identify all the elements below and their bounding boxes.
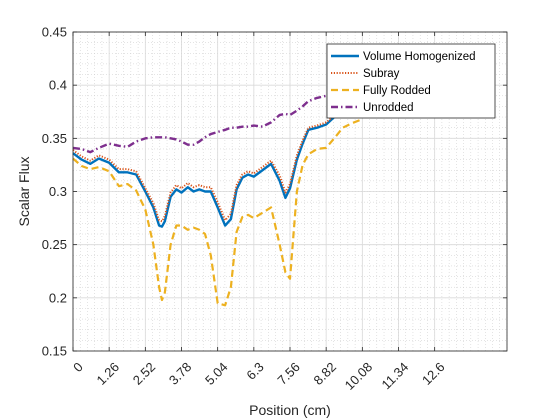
y-tick-label: 0.45 xyxy=(42,25,67,40)
y-tick-label: 0.25 xyxy=(42,237,67,252)
y-tick-label: 0.35 xyxy=(42,131,67,146)
y-tick-label: 0.15 xyxy=(42,344,67,359)
y-tick-label: 0.4 xyxy=(49,78,67,93)
y-tick-label: 0.2 xyxy=(49,290,67,305)
y-tick-label: 0.3 xyxy=(49,184,67,199)
series-line-fully-rodded xyxy=(72,118,363,307)
series-line-unrodded xyxy=(72,92,363,154)
y-axis-label: Scalar Flux xyxy=(16,156,32,226)
legend-label: Subray xyxy=(363,68,400,80)
series-line-volume-homogenized xyxy=(72,109,363,228)
legend-label: Fully Rodded xyxy=(363,85,431,97)
y-tick-labels: 0.15 0.2 0.25 0.3 0.35 0.4 0.45 xyxy=(42,25,67,359)
legend-label: Volume Homogenized xyxy=(363,51,476,63)
x-axis-label: Position (cm) xyxy=(249,402,331,418)
legend-items: Volume Homogenized Subray Fully Rodded Unro… xyxy=(331,51,476,114)
tick-marks xyxy=(72,31,507,352)
legend-label: Unrodded xyxy=(363,102,414,114)
series-layer xyxy=(72,92,363,307)
legend: Volume Homogenized Subray Fully Rodded Unro… xyxy=(326,43,496,119)
